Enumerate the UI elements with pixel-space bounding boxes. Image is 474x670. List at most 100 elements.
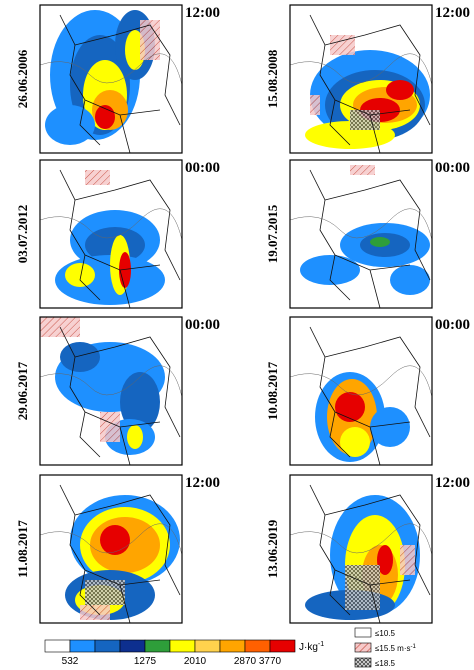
panel-time: 00:00 [435,317,470,333]
map-layer [40,160,182,308]
cape-area [100,525,130,555]
map-panel [289,4,433,154]
contour [290,365,432,398]
shear-area [80,605,110,620]
map-layer [290,160,432,308]
shear-area [85,170,110,185]
colorbar-box [194,639,221,653]
map-panel [39,316,183,466]
colorbar-box [169,639,196,653]
cape-area [65,263,95,287]
shear-area [140,20,160,60]
map-frame [39,316,183,466]
borders [309,14,431,153]
colorbar-box [44,639,71,653]
map-layer [40,317,182,465]
contour [290,53,432,86]
borders [59,169,181,308]
map-panel [289,316,433,466]
colorbar-box [119,639,146,653]
panel-date: 13.06.2019 [265,519,280,578]
colorbar-box [94,639,121,653]
colorbar-box [69,639,96,653]
unit-base: J·kg [299,642,318,653]
colorbar-label: 1275 [134,656,157,667]
legend-label: ≤15.5 m·s-1 [375,644,417,653]
colorbar-box [244,639,271,653]
panel-time: 12:00 [185,475,220,491]
borders [309,169,431,308]
unit-exp: -1 [318,641,324,648]
legend-exp: -1 [411,644,417,650]
panel-time: 12:00 [185,5,220,21]
borders [59,14,181,153]
map-layer [290,317,432,465]
panel-date: 26.06.2006 [15,49,30,108]
contour [40,365,182,398]
borders [309,484,431,623]
cape-area [60,342,100,372]
colorbar-label: 2870 [234,656,257,667]
borders [59,484,181,623]
borders [59,326,181,465]
contour [290,208,432,241]
legend-label: ≤10.5 [375,629,396,638]
cape-area [45,105,95,145]
legend-label: ≤18.5 [375,659,396,668]
shear-area [400,545,415,575]
shear-area [350,165,375,175]
cape-area [335,392,365,422]
cape-area [370,237,390,247]
legend-text: ≤18.5 [375,659,396,668]
panel-date: 11.08.2017 [15,520,30,578]
borders [309,326,431,465]
cape-area [377,545,393,575]
shear-area [345,565,380,610]
shear-area [330,35,355,55]
colorbar-box [219,639,246,653]
colorbar-label: 532 [62,656,79,667]
map-layer [290,5,432,153]
map-frame [39,474,183,624]
map-frame [39,4,183,154]
panel-date: 29.06.2017 [15,361,30,420]
cape-area [300,255,360,285]
map-layer [40,5,182,153]
panel-date: 10.08.2017 [265,361,280,420]
cape-area [127,425,143,449]
map-frame [289,316,433,466]
map-panel [289,159,433,309]
map-layer [290,475,432,623]
colorbar-label: 2010 [184,656,207,667]
contour [40,53,182,86]
map-panel [289,474,433,624]
panel-date: 15.08.2008 [265,49,280,108]
map-frame [289,159,433,309]
map-frame [39,159,183,309]
colorbar-label: 3770 [259,656,282,667]
map-panel [39,4,183,154]
contour [40,208,182,241]
panel-time: 00:00 [185,160,220,176]
legend-swatch [354,642,372,653]
map-layer [40,475,182,623]
shear-area [85,580,125,605]
cape-area [340,427,370,457]
map-frame [289,4,433,154]
panel-time: 00:00 [185,317,220,333]
cape-area [390,265,430,295]
panel-time: 00:00 [435,160,470,176]
contour [40,523,182,556]
shear-area [100,412,120,442]
map-panel [39,159,183,309]
shear-area [310,95,320,115]
panel-date: 19.07.2015 [265,204,280,263]
legend-swatch [354,657,372,668]
contour [290,523,432,556]
panel-time: 12:00 [435,475,470,491]
legend-swatch [354,627,372,638]
panel-date: 03.07.2012 [15,205,30,264]
panel-time: 12:00 [435,5,470,21]
